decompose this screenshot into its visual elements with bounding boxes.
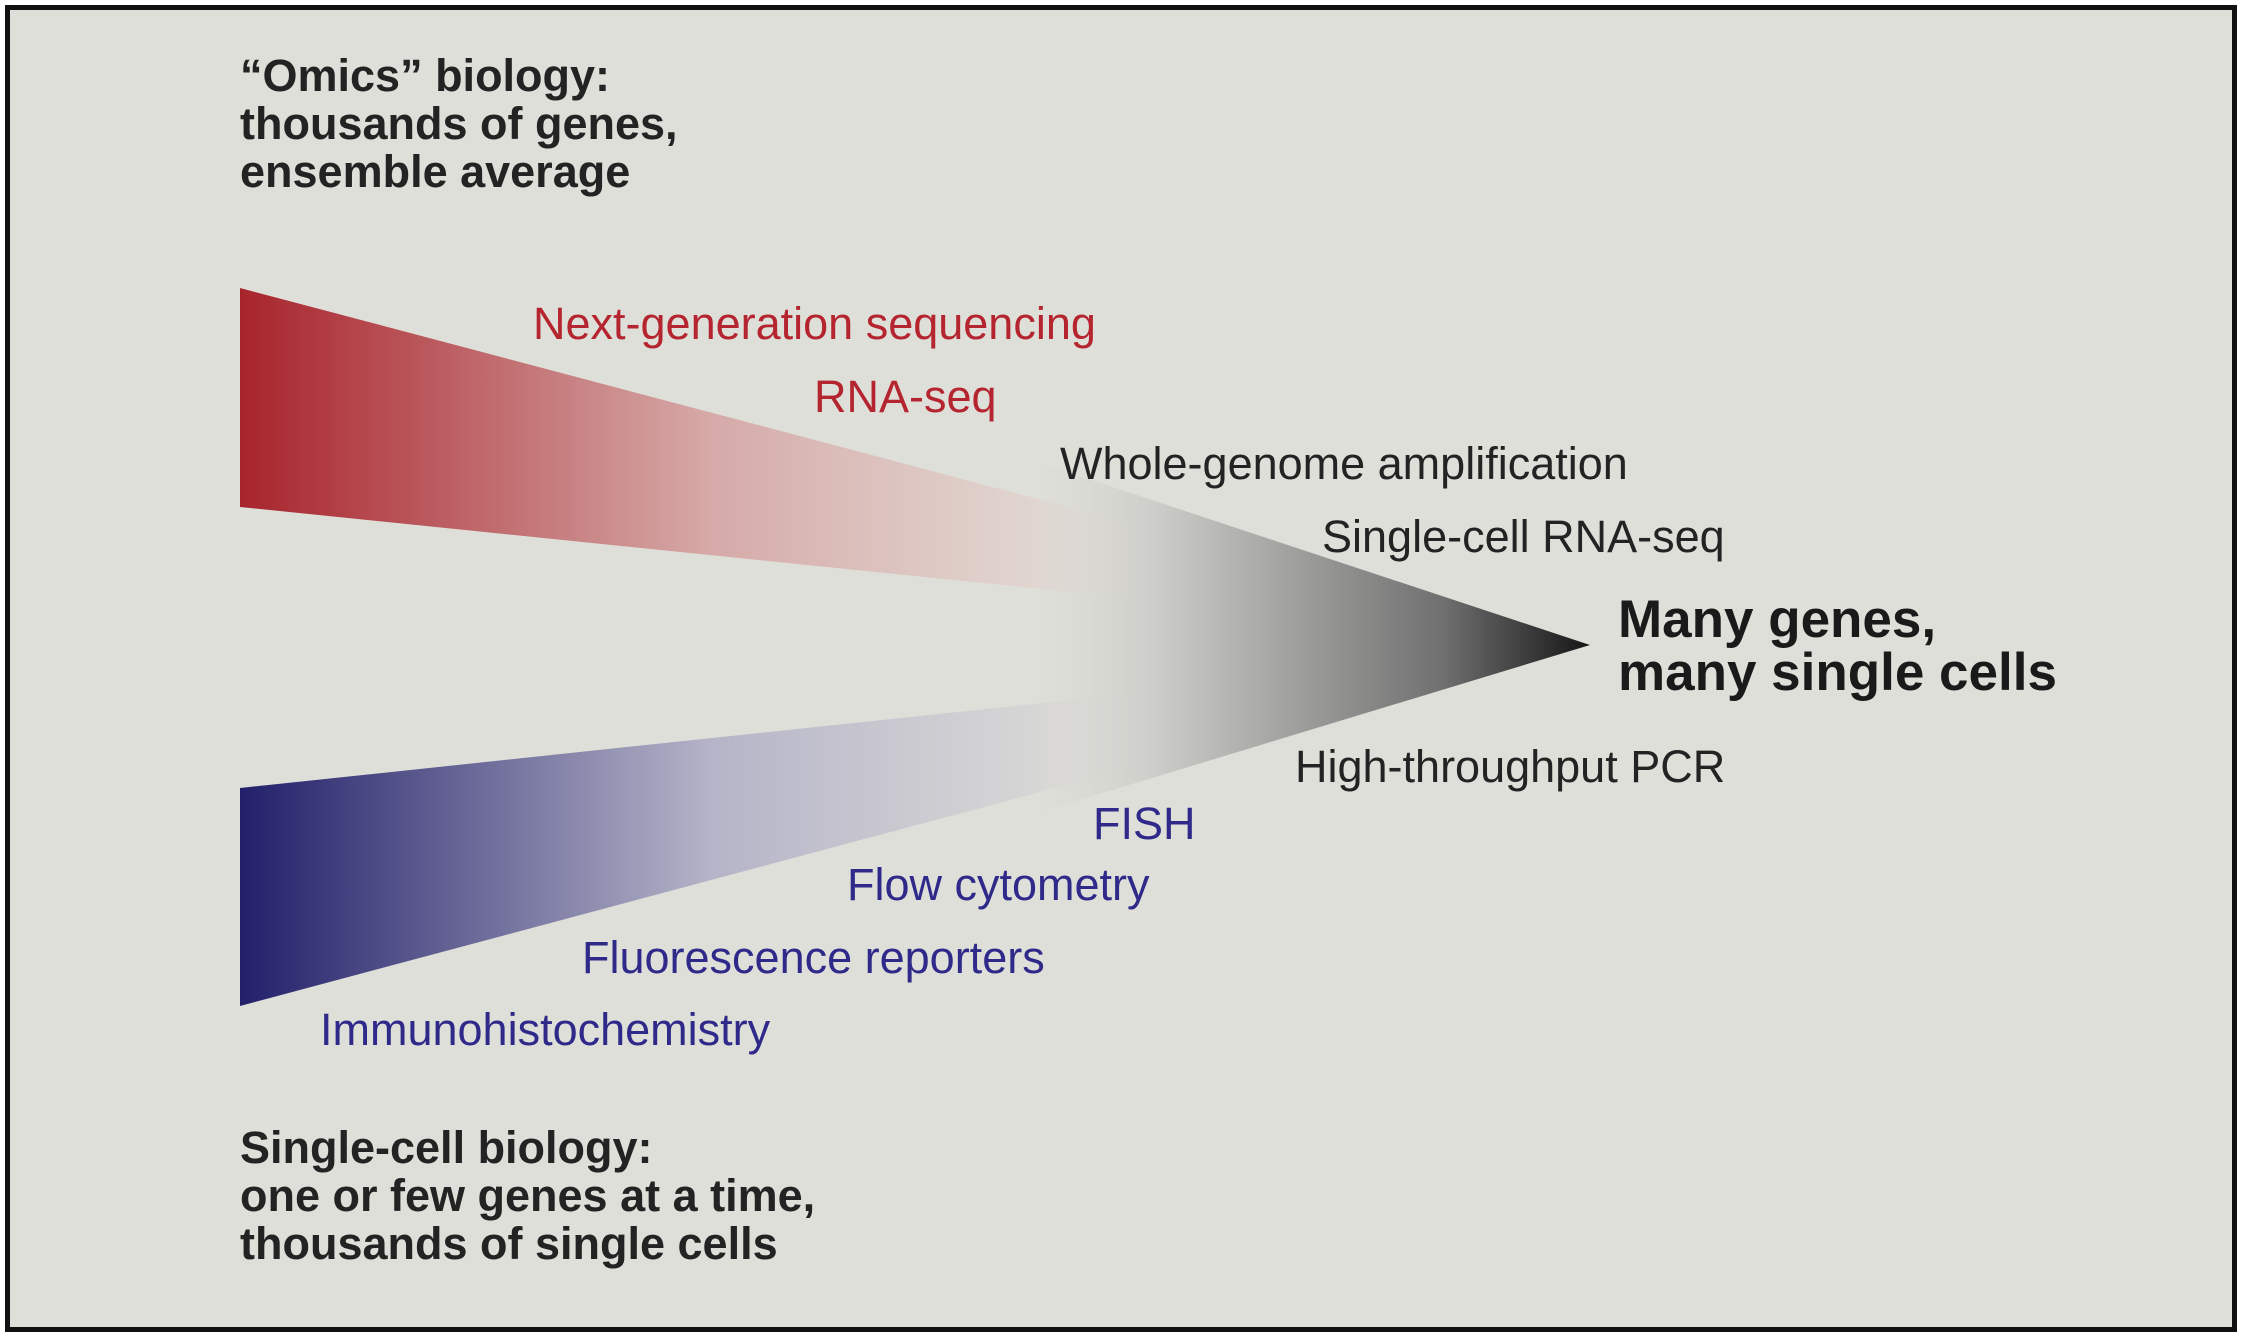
label-whole-genome-amplification: Whole-genome amplification <box>1060 438 1628 489</box>
omics-biology-heading: “Omics” biology: thousands of genes, ens… <box>240 52 678 196</box>
label-high-throughput-pcr: High-throughput PCR <box>1295 741 1726 792</box>
omics-heading-line2: thousands of genes, <box>240 98 678 149</box>
omics-heading-line1: “Omics” biology: <box>240 50 611 101</box>
single-cell-heading-line3: thousands of single cells <box>240 1218 778 1269</box>
omics-heading-line3: ensemble average <box>240 146 631 197</box>
label-rna-seq: RNA-seq <box>814 371 997 422</box>
single-cell-heading-line1: Single-cell biology: <box>240 1122 653 1173</box>
label-fish: FISH <box>1093 798 1196 849</box>
many-genes-many-cells-label: Many genes, many single cells <box>1618 593 2057 699</box>
label-fluorescence-reporters: Fluorescence reporters <box>582 932 1045 983</box>
target-line1: Many genes, <box>1618 590 1937 649</box>
single-cell-biology-heading: Single-cell biology: one or few genes at… <box>240 1124 815 1268</box>
target-line2: many single cells <box>1618 643 2057 702</box>
single-cell-heading-line2: one or few genes at a time, <box>240 1170 816 1221</box>
label-next-generation-sequencing: Next-generation sequencing <box>533 298 1096 349</box>
convergence-wedge <box>1040 463 1590 812</box>
label-single-cell-rna-seq: Single-cell RNA-seq <box>1322 511 1725 562</box>
label-immunohistochemistry: Immunohistochemistry <box>320 1004 771 1055</box>
label-flow-cytometry: Flow cytometry <box>847 859 1150 910</box>
